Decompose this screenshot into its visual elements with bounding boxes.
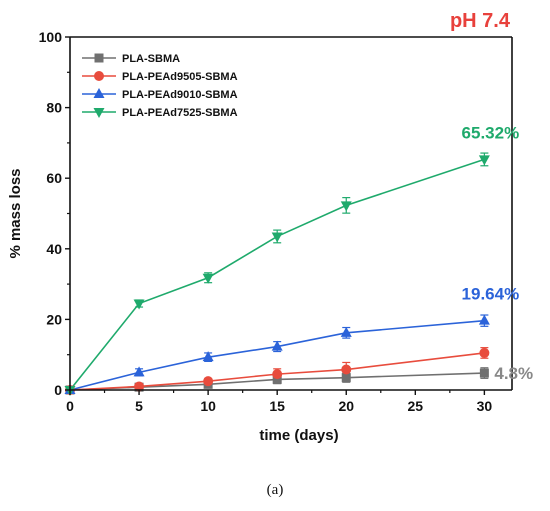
- axes-layer: 0 5 10 15 20 25 30 0 20 40 60 80 100 time (days) % mas…: [7, 10, 513, 444]
- condition-label: pH 7.4: [450, 10, 511, 32]
- legend-label: PLA-PEAd7525-SBMA: [122, 107, 238, 119]
- annotation-19-64: 19.64%: [462, 285, 520, 304]
- x-axis-label: time (days): [259, 427, 338, 444]
- data-point-pla-pead9505-sbma: [341, 364, 352, 375]
- data-point-pla-pead7525-sbma: [271, 232, 283, 243]
- data-point-pla-sbma: [479, 368, 489, 378]
- data-point-pla-pead9505-sbma: [479, 347, 490, 358]
- legend-label: PLA-PEAd9505-SBMA: [122, 71, 238, 83]
- y-tick-label: 80: [46, 100, 62, 116]
- series-line-pla-pead9010-sbma: [69, 319, 485, 391]
- data-point-pla-pead7525-sbma: [133, 299, 145, 310]
- data-point-pla-pead9010-sbma: [202, 351, 214, 362]
- x-tick-label: 25: [408, 398, 424, 414]
- series-lines-layer: [69, 158, 485, 391]
- legend-marker: [93, 108, 105, 118]
- x-tick-label: 10: [200, 398, 216, 414]
- y-tick-label: 100: [39, 29, 63, 45]
- legend-entry-pla-sbma: PLA-SBMA: [82, 53, 180, 65]
- data-point-pla-pead9505-sbma: [203, 376, 214, 387]
- y-axis-label: % mass loss: [7, 168, 24, 258]
- legend-entry-pla-pead9010-sbma: PLA-PEAd9010-SBMA: [82, 88, 238, 101]
- data-point-pla-pead7525-sbma: [340, 201, 352, 212]
- legend-label: PLA-PEAd9010-SBMA: [122, 89, 238, 101]
- data-point-pla-pead9505-sbma: [134, 381, 145, 392]
- legend-marker: [94, 71, 104, 81]
- legend-label: PLA-SBMA: [122, 53, 180, 65]
- x-tick-label: 20: [338, 398, 354, 414]
- legend-entry-pla-pead7525-sbma: PLA-PEAd7525-SBMA: [82, 107, 238, 119]
- annotation-65-32: 65.32%: [462, 123, 520, 142]
- legend: PLA-SBMA PLA-PEAd9505-SBMA PLA-PEAd9010-SB…: [82, 53, 238, 119]
- data-point-pla-pead7525-sbma: [478, 155, 490, 166]
- y-tick-label: 40: [46, 241, 62, 257]
- data-point-pla-pead9010-sbma: [271, 340, 283, 351]
- data-point-pla-pead7525-sbma: [202, 273, 214, 284]
- annotations-layer: 65.32% 19.64% 4.8%: [462, 123, 534, 383]
- legend-marker: [94, 53, 104, 63]
- x-tick-label: 5: [135, 398, 143, 414]
- data-point-pla-sbma: [272, 374, 282, 384]
- y-tick-label: 0: [54, 382, 62, 398]
- x-tick-label: 0: [66, 398, 74, 414]
- series-line-pla-pead9505-sbma: [69, 352, 485, 391]
- data-point-pla-pead9010-sbma: [133, 366, 145, 377]
- series-line-pla-pead7525-sbma: [69, 158, 485, 391]
- data-point-pla-pead9505-sbma: [272, 369, 283, 380]
- data-point-pla-sbma: [341, 373, 351, 383]
- figure-caption: (a): [266, 482, 284, 498]
- data-point-pla-pead9010-sbma: [340, 326, 352, 337]
- y-tick-label: 20: [46, 311, 62, 327]
- error-bars-layer: [135, 152, 489, 390]
- legend-entry-pla-pead9505-sbma: PLA-PEAd9505-SBMA: [82, 71, 238, 83]
- x-tick-label: 15: [269, 398, 285, 414]
- y-tick-label: 60: [46, 170, 62, 186]
- data-point-pla-pead9010-sbma: [478, 314, 490, 325]
- x-tick-label: 30: [477, 398, 493, 414]
- legend-marker: [93, 88, 105, 98]
- annotation-4-8: 4.8%: [494, 364, 533, 383]
